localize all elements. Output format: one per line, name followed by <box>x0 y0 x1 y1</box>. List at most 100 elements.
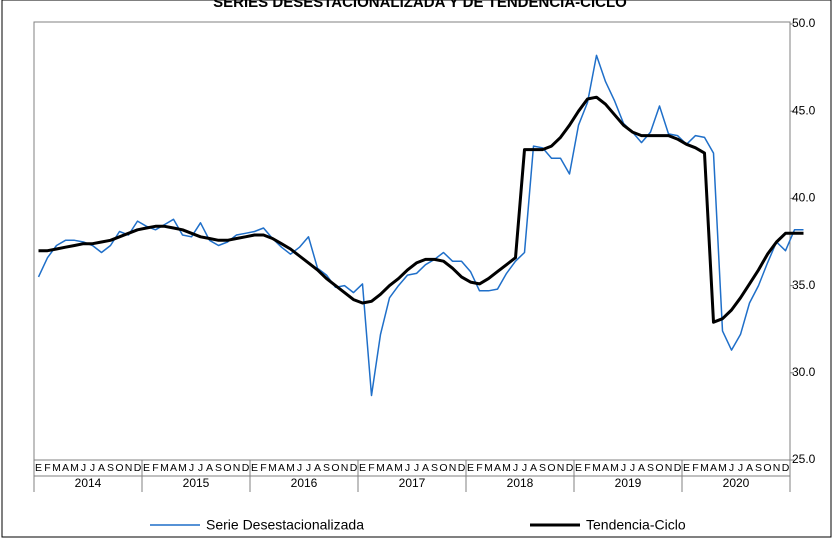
month-label: A <box>530 462 537 474</box>
series-line <box>37 54 804 397</box>
month-label: M <box>160 462 169 474</box>
y-tick-label: 45.0 <box>792 103 816 117</box>
month-label: S <box>107 462 114 474</box>
month-label: M <box>268 462 277 474</box>
month-label: S <box>215 462 222 474</box>
month-label: O <box>655 462 663 474</box>
month-label: J <box>621 462 626 474</box>
y-tick-label: 50.0 <box>792 16 816 30</box>
month-label: E <box>251 462 258 474</box>
month-label: A <box>98 462 105 474</box>
month-label: F <box>260 462 266 474</box>
month-label: N <box>233 462 241 474</box>
year-label: 2019 <box>615 476 642 490</box>
month-label: E <box>575 462 582 474</box>
month-label: J <box>81 462 86 474</box>
month-label: D <box>782 462 790 474</box>
month-label: A <box>206 462 213 474</box>
month-label: S <box>647 462 654 474</box>
month-label: A <box>386 462 393 474</box>
month-label: O <box>547 462 555 474</box>
year-label: 2015 <box>183 476 210 490</box>
month-label: O <box>439 462 447 474</box>
month-label: E <box>359 462 366 474</box>
month-label: A <box>170 462 177 474</box>
month-label: A <box>278 462 285 474</box>
series-line <box>38 95 804 324</box>
month-label: J <box>198 462 203 474</box>
month-label: F <box>692 462 698 474</box>
month-label: O <box>223 462 231 474</box>
year-label: 2018 <box>507 476 534 490</box>
legend-label: Serie Desestacionalizada <box>206 517 364 533</box>
month-label: D <box>134 462 142 474</box>
month-label: M <box>718 462 727 474</box>
month-label: M <box>394 462 403 474</box>
chart-title: SERIES DESESTACIONALIZADA Y DE TENDENCIA… <box>213 0 627 11</box>
y-tick-label: 30.0 <box>792 365 816 379</box>
month-label: A <box>602 462 609 474</box>
year-label: 2014 <box>75 476 102 490</box>
month-label: A <box>494 462 501 474</box>
month-label: D <box>566 462 574 474</box>
month-label: A <box>62 462 69 474</box>
month-label: A <box>314 462 321 474</box>
month-label: S <box>323 462 330 474</box>
y-tick-label: 35.0 <box>792 278 816 292</box>
month-label: J <box>738 462 743 474</box>
month-label: J <box>513 462 518 474</box>
month-label: J <box>297 462 302 474</box>
month-label: M <box>286 462 295 474</box>
month-label: A <box>638 462 645 474</box>
legend-label: Tendencia-Ciclo <box>586 517 686 533</box>
month-label: N <box>125 462 133 474</box>
month-label: M <box>52 462 61 474</box>
month-label: E <box>683 462 690 474</box>
month-label: M <box>592 462 601 474</box>
month-label: J <box>414 462 419 474</box>
month-label: A <box>710 462 717 474</box>
month-label: J <box>189 462 194 474</box>
month-label: A <box>422 462 429 474</box>
month-label: O <box>115 462 123 474</box>
month-label: J <box>522 462 527 474</box>
month-label: J <box>405 462 410 474</box>
month-label: F <box>152 462 158 474</box>
month-label: N <box>557 462 565 474</box>
y-tick-label: 25.0 <box>792 452 816 466</box>
month-label: J <box>630 462 635 474</box>
month-label: D <box>242 462 250 474</box>
month-label: S <box>539 462 546 474</box>
plot-area <box>33 21 791 461</box>
month-label: J <box>306 462 311 474</box>
month-label: N <box>665 462 673 474</box>
month-label: D <box>350 462 358 474</box>
month-label: M <box>502 462 511 474</box>
month-label: E <box>467 462 474 474</box>
month-label: O <box>763 462 771 474</box>
month-label: F <box>476 462 482 474</box>
month-label: N <box>773 462 781 474</box>
month-label: E <box>143 462 150 474</box>
y-tick-label: 40.0 <box>792 191 816 205</box>
month-label: M <box>610 462 619 474</box>
month-label: M <box>700 462 709 474</box>
year-label: 2017 <box>399 476 426 490</box>
month-label: S <box>755 462 762 474</box>
month-label: F <box>584 462 590 474</box>
month-label: D <box>674 462 682 474</box>
month-label: F <box>44 462 50 474</box>
year-label: 2016 <box>291 476 318 490</box>
month-label: O <box>331 462 339 474</box>
month-label: D <box>458 462 466 474</box>
month-label: N <box>341 462 349 474</box>
month-label: M <box>70 462 79 474</box>
month-label: J <box>90 462 95 474</box>
month-label: F <box>368 462 374 474</box>
month-label: M <box>178 462 187 474</box>
month-label: M <box>376 462 385 474</box>
month-label: A <box>746 462 753 474</box>
month-label: E <box>35 462 42 474</box>
